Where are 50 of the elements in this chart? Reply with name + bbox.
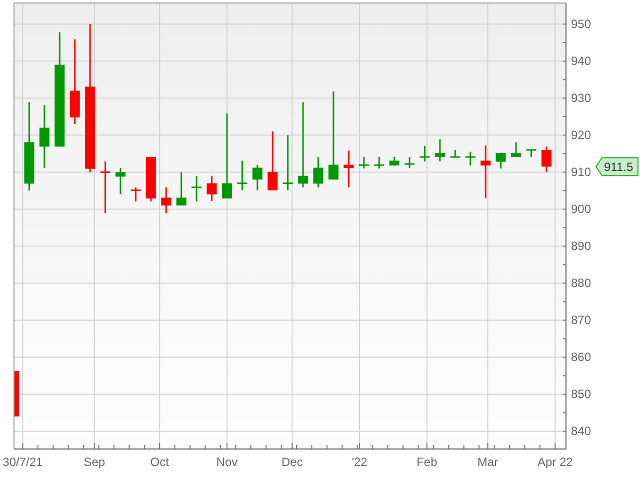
candlestick [465, 151, 476, 166]
candlestick [161, 186, 172, 214]
candlestick [344, 150, 354, 188]
y-tick-label: 930 [571, 91, 592, 106]
x-tick-label: '22 [352, 455, 368, 469]
candlestick [282, 134, 293, 192]
y-tick-label: 950 [571, 17, 592, 32]
x-tick-label: 30/7/21 [2, 455, 44, 469]
candlestick [130, 186, 141, 202]
candlestick [541, 146, 552, 173]
y-tick-label: 860 [571, 350, 592, 364]
candlestick [237, 160, 248, 192]
candlestick [328, 90, 338, 180]
candlestick [374, 156, 384, 170]
y-tick-label: 850 [571, 387, 592, 402]
x-tick-label: Nov [216, 455, 238, 469]
candlestick [313, 156, 324, 188]
x-tick-label: Mar [477, 455, 498, 469]
candlestick [192, 175, 202, 202]
candlestick [526, 149, 536, 158]
candlestick [39, 104, 50, 169]
candlestick [434, 138, 445, 162]
candlestick [480, 144, 491, 199]
y-tick-label: 900 [571, 202, 592, 216]
candlestick [496, 152, 506, 170]
candlestick [511, 141, 522, 158]
candlestick [222, 112, 232, 200]
candlestick [404, 156, 415, 169]
y-tick-label: 920 [571, 128, 592, 142]
y-tick-label: 910 [571, 165, 592, 180]
y-tick-label: 880 [571, 276, 592, 290]
candlestick [100, 160, 110, 214]
y-tick-label: 870 [571, 313, 592, 328]
candlestick [298, 101, 308, 188]
candlestick [252, 164, 262, 192]
x-tick-label: Feb [416, 455, 438, 469]
text: 911.5 [604, 160, 634, 174]
candlestick [358, 156, 369, 170]
candlestick [268, 130, 278, 192]
candlestick [206, 175, 217, 202]
candlestick [115, 167, 126, 195]
x-tick-label: Dec [282, 455, 303, 469]
candlestick [420, 145, 430, 162]
y-tick-label: 940 [571, 54, 592, 68]
x-tick-label: Sep [84, 455, 106, 469]
y-tick-label: 840 [571, 424, 592, 438]
candlestick [176, 171, 186, 206]
x-tick-label: Oct [150, 455, 170, 469]
x-tick-label: Apr 22 [537, 455, 574, 469]
y-tick-label: 890 [571, 239, 592, 254]
